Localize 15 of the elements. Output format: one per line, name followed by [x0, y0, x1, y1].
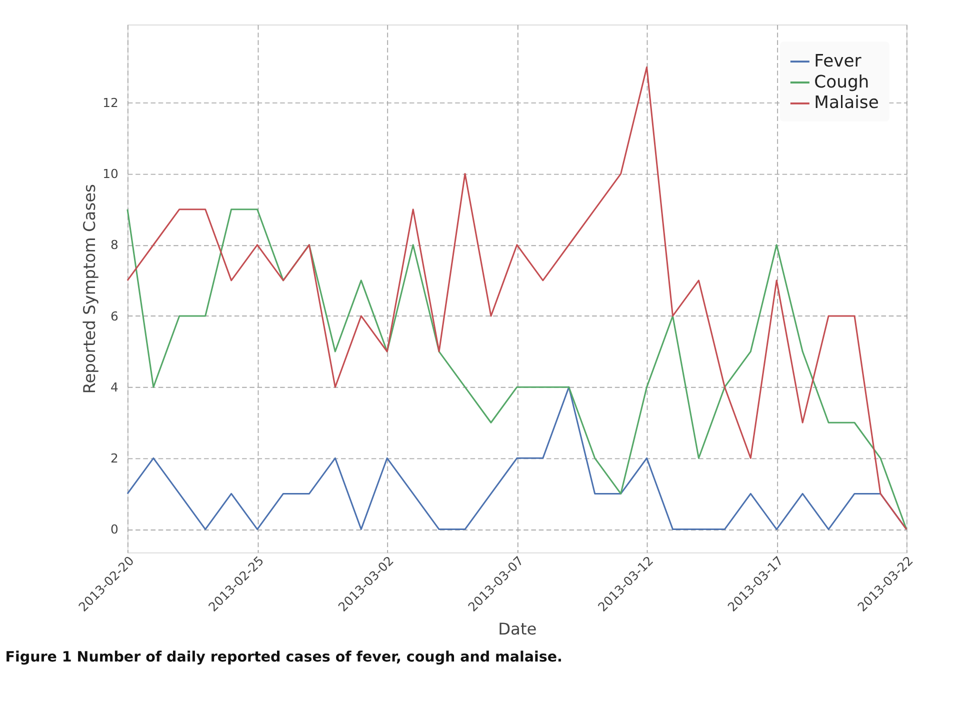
y-tick-label: 4 [110, 380, 119, 394]
y-tick-label: 6 [110, 309, 119, 324]
y-tick-label: 0 [110, 522, 119, 537]
y-tick-label: 12 [102, 96, 118, 110]
y-tick-label: 10 [102, 167, 119, 182]
legend-label: Malaise [814, 93, 879, 114]
y-tick-label: 2 [110, 451, 118, 466]
x-axis-title: Date [498, 619, 537, 638]
legend-label: Cough [814, 72, 870, 92]
y-axis-title: Reported Symptom Cases [80, 184, 100, 394]
line-series [126, 208, 908, 530]
legend-label: Fever [814, 51, 862, 72]
y-tick-label: 8 [110, 238, 119, 252]
line-series [126, 66, 908, 530]
text: Figure 1 Number of daily reported cases of fever, cough and malaise. [5, 649, 562, 666]
